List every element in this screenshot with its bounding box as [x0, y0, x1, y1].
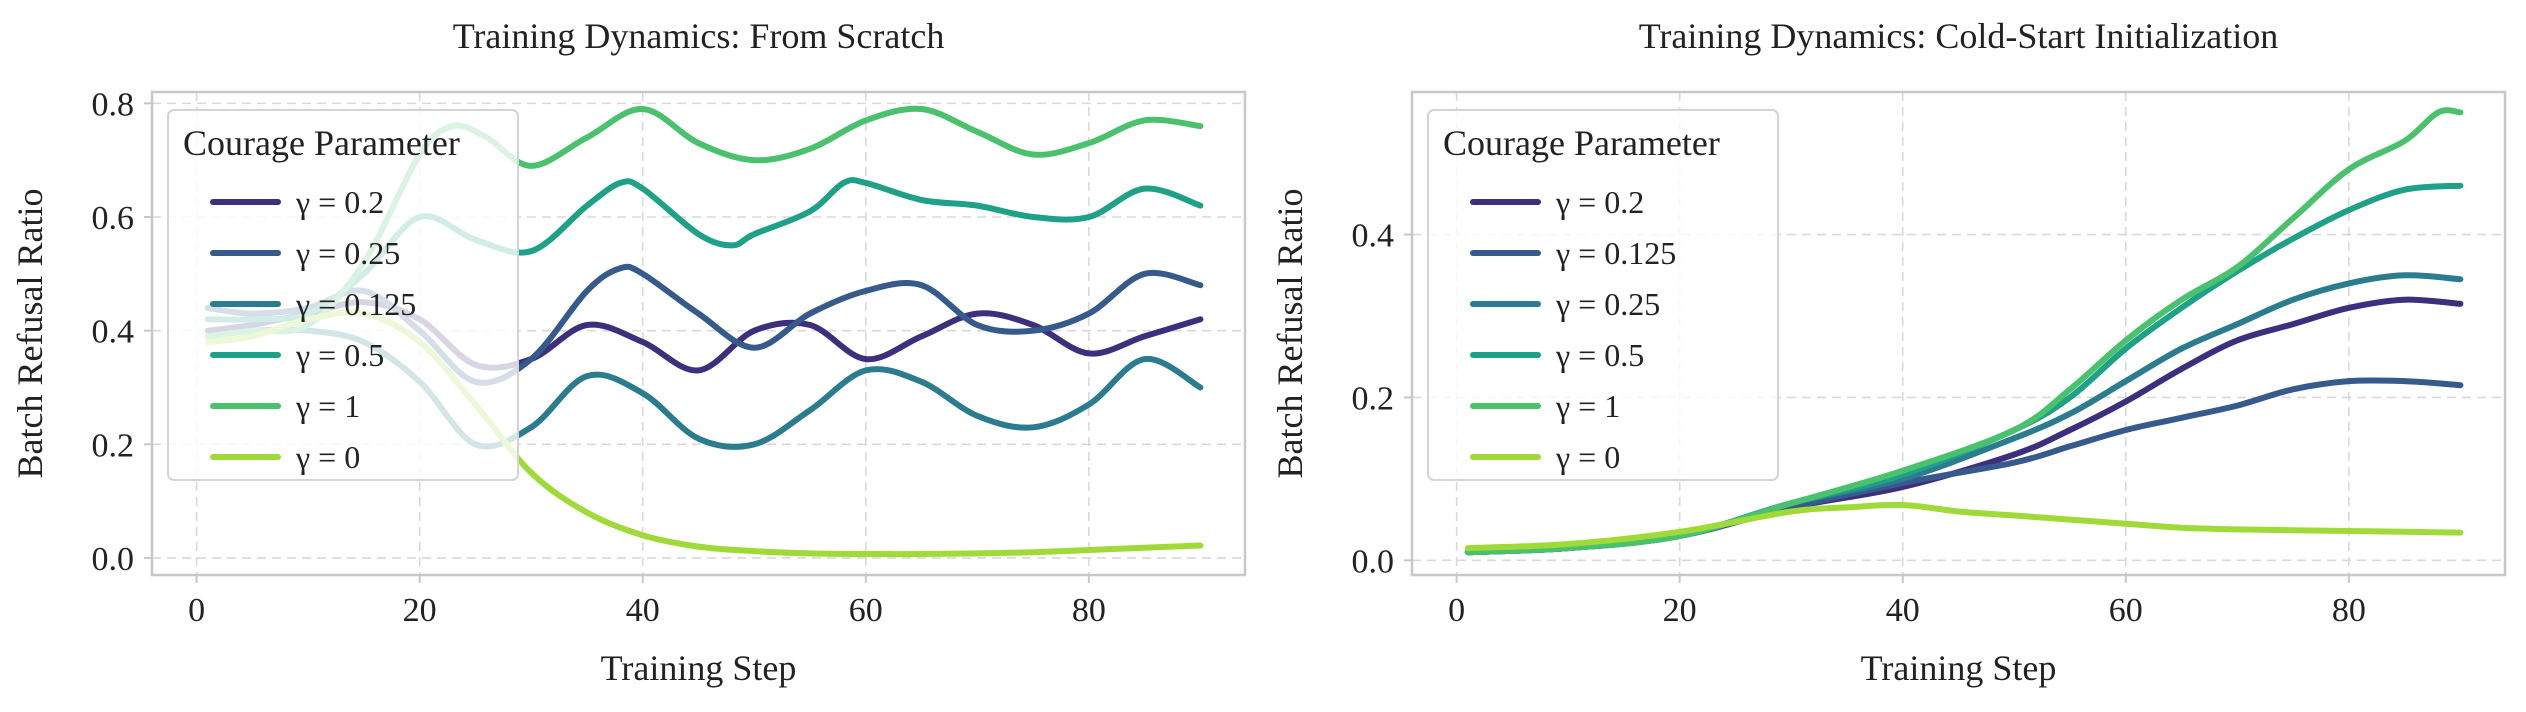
y-tick-label: 0.4 [92, 314, 135, 351]
plot-frame [1410, 90, 2507, 577]
legend-title: Courage Parameter [1443, 123, 1720, 163]
legend-label-6: γ = 0 [295, 439, 360, 475]
legend-label-2: γ = 0.25 [295, 235, 400, 271]
chart-panel-1: 0 20 40 60 80 0.0 0.2 0.4 0.6 0.8 Training Dynamic… [10, 16, 1247, 688]
x-tick-label: 60 [2109, 592, 2143, 629]
x-tick-label: 20 [403, 592, 437, 629]
legend-label-5: γ = 1 [295, 388, 360, 424]
y-tick-label: 0.6 [92, 200, 135, 237]
y-tick-label: 0.2 [1352, 380, 1395, 417]
chart-title: Training Dynamics: From Scratch [453, 16, 945, 56]
x-tick-label: 20 [1663, 592, 1697, 629]
x-tick-label: 0 [188, 592, 205, 629]
legend-label-4: γ = 0.5 [1555, 337, 1644, 373]
series-line-6 [1464, 501, 2464, 552]
legend-label-6: γ = 0 [1555, 439, 1620, 475]
y-tick-label: 0.0 [92, 541, 135, 578]
legend-label-1: γ = 0.2 [295, 184, 384, 220]
x-tick-label: 0 [1448, 592, 1465, 629]
y-tick-label: 0.0 [1352, 543, 1395, 580]
legend: Courage Parameter γ = 0.2 γ = 0.125 γ = 0.2… [1427, 109, 1779, 481]
series-line-5 [1464, 107, 2464, 556]
x-axis-label: Training Step [1861, 648, 2057, 688]
legend-label-4: γ = 0.5 [295, 337, 384, 373]
y-tick-label: 0.2 [92, 427, 135, 464]
x-tick-label: 40 [626, 592, 660, 629]
legend-label-5: γ = 1 [1555, 388, 1620, 424]
legend-title: Courage Parameter [183, 123, 460, 163]
x-tick-label: 80 [1072, 592, 1106, 629]
chart-panel-2: 0 20 40 60 80 0.0 0.2 0.4 Training Dynamics: Col… [1270, 16, 2507, 688]
x-tick-label: 80 [2332, 592, 2366, 629]
x-axis-label: Training Step [601, 648, 797, 688]
y-tick-label: 0.4 [1352, 218, 1395, 255]
y-tick-label: 0.8 [92, 86, 135, 123]
legend: Courage Parameter γ = 0.2 γ = 0.25 γ = 0.12… [167, 109, 519, 481]
plot-frame [150, 90, 1247, 577]
chart-title: Training Dynamics: Cold-Start Initializa… [1639, 16, 2279, 56]
y-axis-label: Batch Refusal Ratio [1270, 189, 1310, 479]
x-tick-label: 40 [1886, 592, 1920, 629]
y-axis-label: Batch Refusal Ratio [10, 189, 50, 479]
legend-label-3: γ = 0.25 [1555, 286, 1660, 322]
legend-label-3: γ = 0.125 [295, 286, 416, 322]
legend-label-2: γ = 0.125 [1555, 235, 1676, 271]
legend-label-1: γ = 0.2 [1555, 184, 1644, 220]
x-tick-label: 60 [849, 592, 883, 629]
